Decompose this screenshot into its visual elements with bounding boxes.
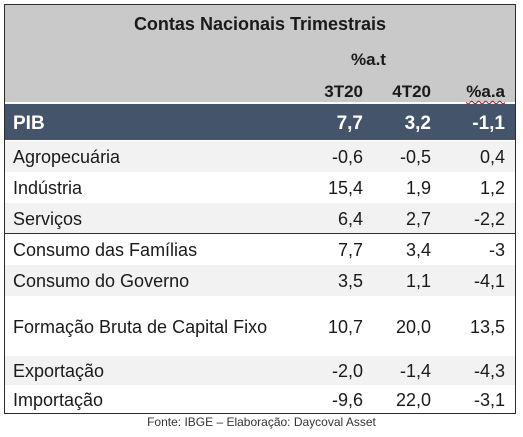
- row-label: Agropecuária: [13, 147, 121, 167]
- row-label: Formação Bruta de Capital Fixo: [13, 317, 268, 337]
- row-value-3t20: -0,6: [331, 147, 363, 167]
- table-row: Serviços 6,4 2,7 -2,2: [5, 203, 515, 233]
- table-row: Consumo das Famílias 7,7 3,4 -3: [5, 234, 515, 265]
- row-value-aa: 13,5: [469, 317, 505, 337]
- row-label: Consumo do Governo: [13, 271, 190, 291]
- row-value-3t20: 10,7: [327, 317, 363, 337]
- row-value-3t20: -2,0: [331, 361, 363, 381]
- pib-aa: -1,1: [472, 113, 505, 134]
- row-value-4t20: 22,0: [395, 390, 431, 410]
- column-header-3t20: 3T20: [324, 82, 363, 101]
- row-value-4t20: 20,0: [395, 317, 431, 337]
- row-value-aa: -4,1: [473, 271, 505, 291]
- table-title: Contas Nacionais Trimestrais: [133, 14, 387, 34]
- row-value-3t20: 3,5: [337, 271, 363, 291]
- source-note: Fonte: IBGE – Elaboração: Daycoval Asset: [147, 415, 376, 429]
- row-value-3t20: 6,4: [337, 209, 363, 229]
- row-value-4t20: -1,4: [399, 361, 431, 381]
- pib-4t20: 3,2: [404, 113, 431, 134]
- column-header-4t20: 4T20: [392, 82, 431, 101]
- row-value-4t20: 2,7: [405, 209, 431, 229]
- national-accounts-table: Contas Nacionais Trimestrais %a.t 3T20 4…: [4, 4, 516, 414]
- row-value-3t20: -9,6: [331, 390, 363, 410]
- row-label: Consumo das Famílias: [13, 240, 198, 260]
- pib-3t20: 7,7: [336, 113, 363, 134]
- pib-label: PIB: [13, 113, 45, 134]
- column-header-aa: %a.a: [466, 82, 505, 101]
- row-value-aa: 1,2: [479, 178, 505, 198]
- row-value-4t20: -0,5: [399, 147, 431, 167]
- row-label: Serviços: [13, 209, 83, 229]
- table-row: Consumo do Governo 3,5 1,1 -4,1: [5, 265, 515, 296]
- row-value-aa: -3: [488, 240, 505, 260]
- section-divider: [5, 233, 515, 234]
- table-row: Exportação -2,0 -1,4 -4,3: [5, 356, 515, 385]
- row-value-3t20: 7,7: [337, 240, 363, 260]
- row-value-aa: -3,1: [473, 390, 505, 410]
- row-value-4t20: 1,9: [405, 178, 431, 198]
- row-label: Indústria: [13, 178, 83, 198]
- row-value-aa: 0,4: [479, 147, 505, 167]
- row-value-4t20: 1,1: [405, 271, 431, 291]
- pib-row: PIB 7,7 3,2 -1,1: [5, 104, 515, 140]
- unit-header: %a.t: [351, 50, 386, 69]
- row-value-aa: -2,2: [473, 209, 505, 229]
- row-label: Exportação: [13, 361, 105, 381]
- row-value-3t20: 15,4: [327, 178, 363, 198]
- table-row: Formação Bruta de Capital Fixo 10,7 20,0…: [5, 296, 515, 356]
- table-row: Importação -9,6 22,0 -3,1: [5, 385, 515, 413]
- row-value-aa: -4,3: [473, 361, 505, 381]
- row-label: Importação: [13, 390, 104, 410]
- table-header: Contas Nacionais Trimestrais %a.t 3T20 4…: [5, 5, 515, 102]
- row-value-4t20: 3,4: [405, 240, 431, 260]
- table-row: Agropecuária -0,6 -0,5 0,4: [5, 141, 515, 172]
- table-row: Indústria 15,4 1,9 1,2: [5, 172, 515, 203]
